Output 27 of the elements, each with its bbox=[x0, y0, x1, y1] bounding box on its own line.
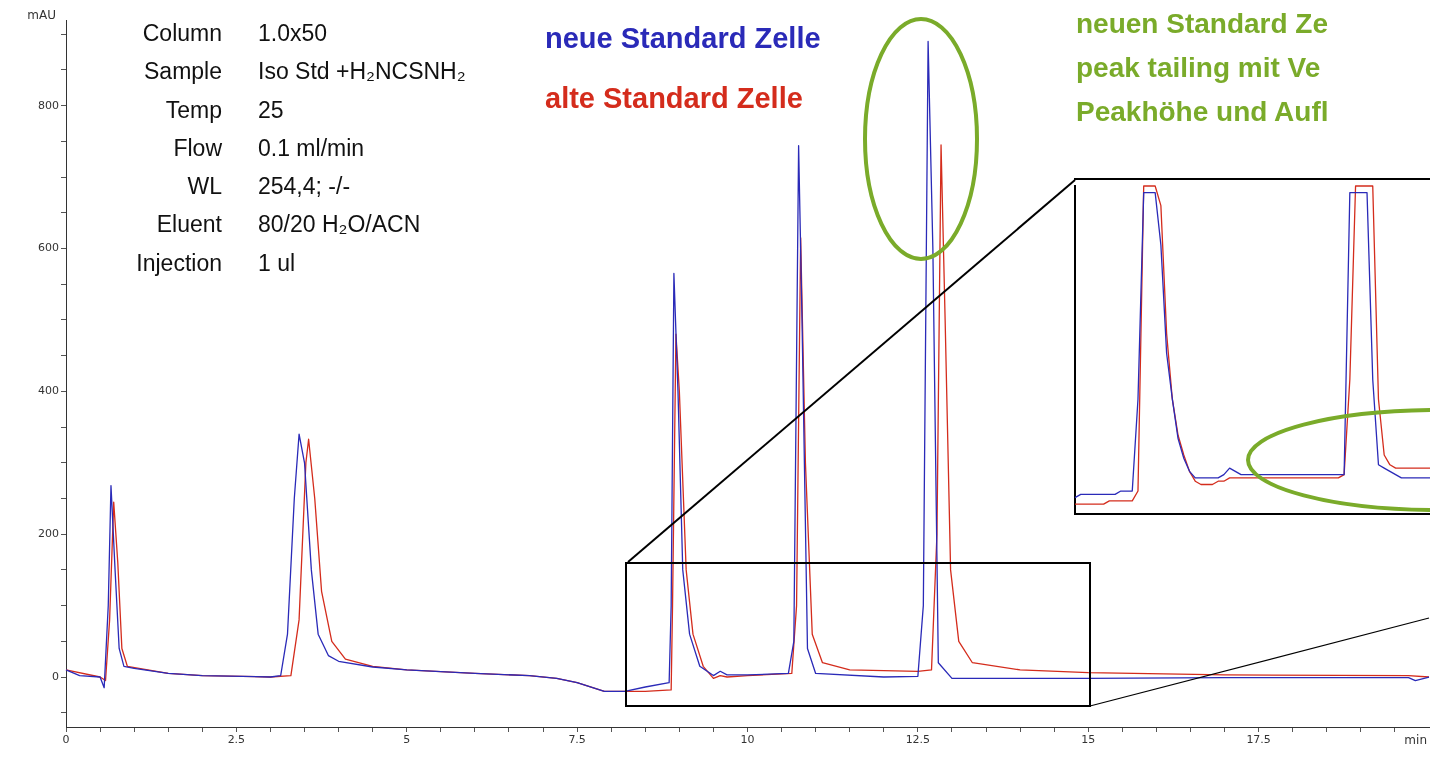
text: Column 1.0x50 bbox=[142, 20, 328, 46]
y-tick-label: 400 bbox=[38, 384, 59, 398]
text: Flow 0.1 ml/min bbox=[173, 134, 365, 161]
y-tick-label: 600 bbox=[38, 241, 59, 255]
text: neue Standard Zelle bbox=[545, 21, 821, 56]
y-tick-label: 200 bbox=[38, 527, 59, 541]
annotation: peak tailing mit Ve bbox=[1076, 51, 1322, 85]
x-tick-label: 12.5 bbox=[905, 733, 931, 747]
x-tick-label: 17.5 bbox=[1246, 733, 1271, 747]
text: alte Standard Zelle bbox=[545, 81, 804, 116]
text: Eluent 80/20 H₂O/ACN bbox=[156, 211, 421, 238]
x-tick-label: 2.5 bbox=[227, 733, 246, 747]
text: Sample Iso Std +H₂NCSNH₂ bbox=[144, 58, 466, 85]
y-axis-title: mAU bbox=[27, 8, 56, 23]
y-tick-label: 800 bbox=[38, 98, 59, 112]
x-tick-label: 15 bbox=[1081, 733, 1096, 747]
x-axis-title: min bbox=[1404, 733, 1427, 748]
annotation: Peakhöhe und Aufl bbox=[1076, 95, 1330, 129]
text: Injection 1 ul bbox=[136, 249, 296, 276]
y-tick-label: 0 bbox=[52, 669, 59, 683]
text: WL 254,4; -/- bbox=[187, 173, 351, 200]
x-tick-label: 5 bbox=[403, 733, 411, 747]
x-tick-label: 0 bbox=[62, 733, 70, 747]
text: Temp 25 bbox=[165, 96, 284, 123]
x-tick-label: 10 bbox=[740, 733, 755, 747]
x-tick-label: 7.5 bbox=[568, 733, 586, 747]
annotation: neuen Standard Ze bbox=[1076, 7, 1330, 41]
